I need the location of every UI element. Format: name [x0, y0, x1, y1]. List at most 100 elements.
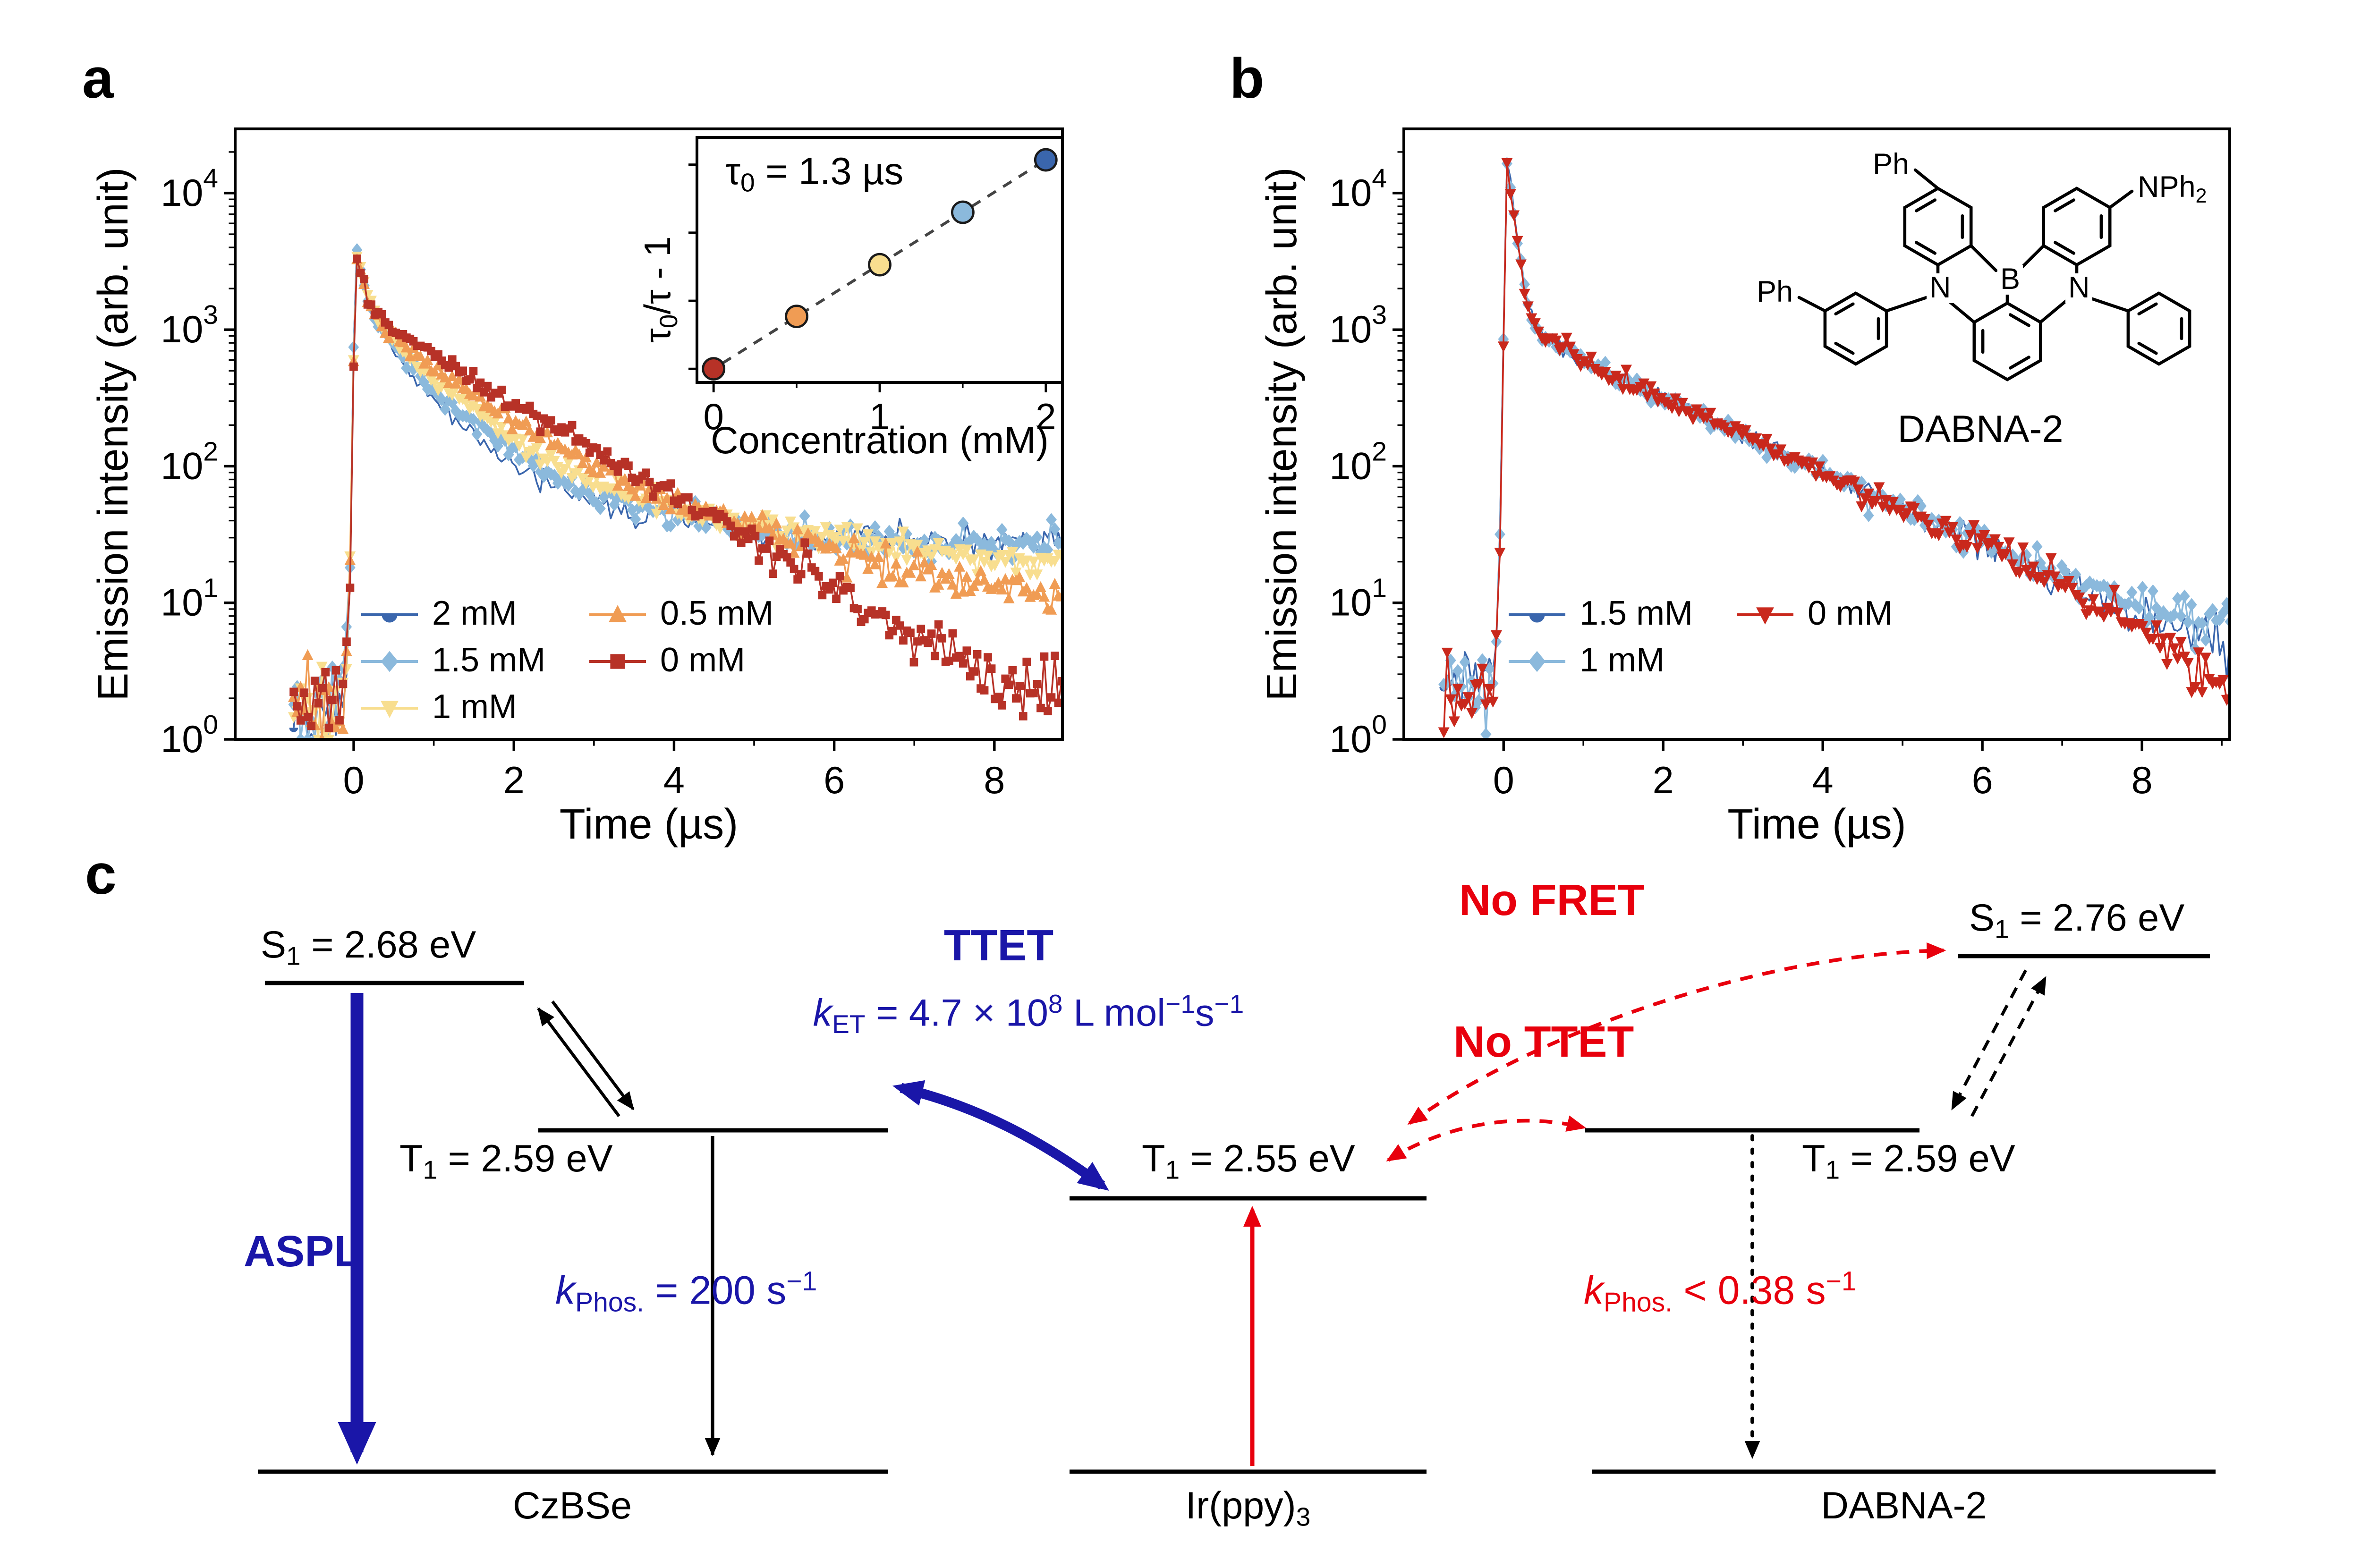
svg-text:0: 0	[1493, 759, 1514, 802]
inset-point-0mM	[702, 357, 726, 381]
chart-a-x-axis-title: Time (µs)	[560, 801, 738, 848]
ket-label: kET = 4.7 × 108 L mol−1s−1	[813, 989, 1244, 1039]
no-fret-label: No FRET	[1459, 875, 1645, 925]
inset-point-1.5mM	[951, 200, 975, 224]
legend-marker-square	[589, 654, 646, 669]
chart-b-group: 0 2 4 6 8 100 101 102 103 104 Time (µs) Emission in…	[1258, 127, 2231, 848]
czbse-isc-down-arrow	[551, 1000, 635, 1110]
dabna-risc-up-arrow	[1970, 976, 2047, 1117]
ttet-double-arrow	[892, 1080, 1109, 1191]
svg-text:2: 2	[1036, 396, 1056, 437]
chart-b-y-axis-title: Emission intensity (arb. unit)	[1258, 167, 1306, 701]
czbse-kphos-label: kPhos. = 200 s−1	[555, 1268, 817, 1319]
legend-item-2-mM: 2 mM	[360, 595, 545, 635]
legend-label: 0 mM	[660, 642, 746, 680]
legend-label: 0.5 mM	[660, 595, 774, 633]
panel-label-b: b	[1230, 48, 1265, 110]
aspl-label: ASPL	[244, 1227, 361, 1276]
legend-label: 1.5 mM	[432, 642, 546, 680]
inset-x-axis-title: Concentration (mM)	[711, 419, 1049, 462]
legend-marker-circle	[1509, 613, 1565, 623]
series-markers-0.5-mM	[288, 253, 1062, 739]
legend-item-1-mM: 1 mM	[360, 688, 545, 728]
legend-marker-triangle-down	[1737, 607, 1794, 625]
legend-panel-a: 2 mM 1.5 mM 1 mM 0.5 mM 0 mM	[360, 595, 773, 728]
svg-text:103: 103	[161, 300, 218, 351]
legend-item-1.5-mM: 1.5 mM	[360, 642, 545, 681]
legend-label: 1 mM	[1580, 642, 1665, 680]
inset-y-axis-title: τ0/τ - 1	[636, 236, 683, 343]
no-fret-dashed-arrow	[1407, 942, 1946, 1125]
stern-volmer-inset: 0 1 2	[688, 136, 1064, 437]
svg-text:2: 2	[503, 759, 525, 802]
dabna-s1-label: S1 = 2.76 eV	[1969, 897, 2185, 944]
svg-text:102: 102	[161, 436, 218, 487]
svg-text:1: 1	[869, 396, 890, 437]
inset-point-0.5mM	[785, 305, 808, 329]
boron-atom: B	[1997, 265, 2023, 295]
chart-a-y-axis-title: Emission intensity (arb. unit)	[90, 167, 137, 701]
svg-text:4: 4	[1812, 759, 1834, 802]
svg-text:100: 100	[1329, 710, 1387, 761]
svg-text:101: 101	[161, 573, 218, 624]
legend-marker-diamond	[361, 651, 418, 672]
panel-label-a: a	[82, 48, 114, 110]
czbse-name: CzBSe	[512, 1484, 632, 1527]
no-ttet-label: No TTET	[1453, 1017, 1634, 1067]
ir-name: Ir(ppy)3	[1185, 1484, 1311, 1532]
nitrogen-atom-right: N	[2065, 273, 2093, 303]
legend-panel-b: 1.5 mM 1 mM 0 mM	[1507, 595, 1893, 681]
chart-b-x-axis-title: Time (µs)	[1727, 801, 1906, 848]
dabna2-structure: Ph NPh2 Ph B N N DABNA-2	[1740, 144, 2221, 470]
chart-b-spines	[1402, 127, 2231, 741]
structure-caption: DABNA-2	[1897, 408, 2064, 450]
czbse-risc-up-arrow	[537, 1007, 620, 1117]
panel-label-c: c	[85, 844, 117, 907]
svg-text:104: 104	[161, 163, 218, 214]
no-ttet-dashed-arrow	[1386, 1115, 1587, 1162]
energy-diagram	[258, 942, 2216, 1474]
svg-text:8: 8	[984, 759, 1005, 802]
czbse-s1-label: S1 = 2.68 eV	[261, 924, 476, 971]
svg-text:100: 100	[161, 710, 218, 761]
dabna-name: DABNA-2	[1821, 1484, 1987, 1527]
legend-marker-circle	[361, 613, 418, 623]
legend-label: 0 mM	[1808, 595, 1893, 633]
nph2-substituent: NPh2	[2135, 173, 2210, 207]
ttet-label: TTET	[943, 921, 1054, 970]
legend-item-0-mM: 0 mM	[1735, 595, 1893, 635]
nitrogen-atom-left: N	[1927, 273, 1954, 303]
legend-item-1.5-mM: 1.5 mM	[1507, 595, 1693, 635]
svg-text:6: 6	[824, 759, 845, 802]
chart-a-spines	[234, 127, 1064, 741]
legend-label: 1.5 mM	[1580, 595, 1693, 633]
svg-text:103: 103	[1329, 300, 1387, 351]
legend-item-1-mM: 1 mM	[1507, 642, 1693, 681]
dabna-isc-down-arrow	[1951, 969, 2027, 1110]
svg-text:102: 102	[1329, 436, 1387, 487]
series-markers-2-mM	[289, 728, 298, 732]
legend-marker-triangle-up	[589, 605, 646, 622]
ir-t1-label: T1 = 2.55 eV	[1142, 1137, 1355, 1185]
chart-a-series	[288, 243, 1062, 739]
legend-label: 1 mM	[432, 688, 517, 727]
dabna-t1-label: T1 = 2.59 eV	[1802, 1137, 2015, 1185]
svg-text:101: 101	[1329, 573, 1387, 624]
ph-substituent-top: Ph	[1870, 150, 1912, 180]
inset-tau0-annotation: τ0 = 1.3 µs	[725, 150, 904, 197]
czbse-t1-label: T1 = 2.59 eV	[399, 1137, 613, 1185]
svg-text:0: 0	[703, 396, 723, 437]
legend-label: 2 mM	[432, 595, 517, 633]
inset-point-1mM	[868, 253, 892, 277]
chart-b-series	[1438, 157, 2230, 739]
series-markers-1-mM	[1438, 157, 2230, 739]
legend-marker-triangle-down	[361, 701, 418, 718]
svg-text:2: 2	[1653, 759, 1674, 802]
legend-item-0-mM: 0 mM	[588, 642, 773, 681]
svg-text:6: 6	[1972, 759, 1993, 802]
svg-text:0: 0	[343, 759, 364, 802]
dabna-kphos-label: kPhos. < 0.38 s−1	[1584, 1268, 1857, 1319]
